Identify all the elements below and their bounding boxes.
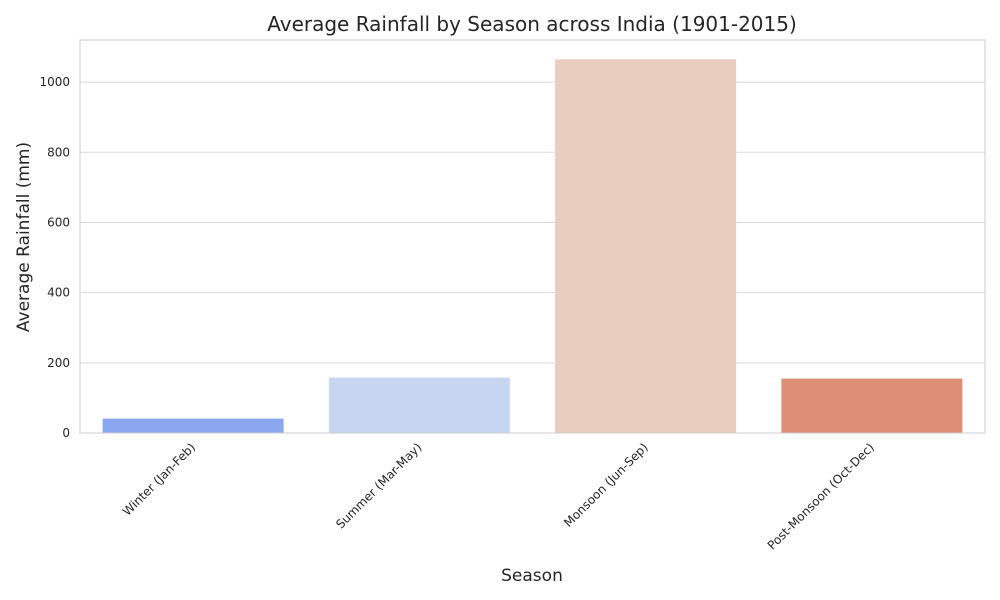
y-axis-label: Average Rainfall (mm) — [14, 142, 34, 332]
x-tick-label: Summer (Mar-May) — [333, 440, 424, 531]
y-tick-label: 400 — [47, 286, 70, 300]
bars — [102, 59, 963, 434]
y-tick-label: 200 — [47, 356, 70, 370]
y-tick-label: 800 — [47, 145, 70, 159]
chart-title: Average Rainfall by Season across India … — [267, 12, 797, 36]
x-tick-label: Post-Monsoon (Oct-Dec) — [765, 440, 877, 552]
bar — [555, 59, 737, 434]
plot-frame — [79, 39, 986, 434]
bar — [328, 377, 510, 433]
x-tick-labels: Winter (Jan-Feb) Summer (Mar-May) Monsoon … — [120, 440, 877, 552]
x-tick-label: Winter (Jan-Feb) — [120, 440, 198, 518]
y-tick-label: 600 — [47, 215, 70, 229]
x-axis-label: Season — [501, 566, 563, 586]
bar — [102, 418, 284, 433]
y-tick-labels: 0 200 400 600 800 1000 — [39, 75, 70, 440]
bar — [781, 378, 963, 433]
y-tick-label: 1000 — [39, 75, 70, 89]
x-tick-label: Monsoon (Jun-Sep) — [561, 440, 651, 530]
plot-background — [80, 40, 985, 433]
y-tick-label: 0 — [62, 426, 70, 440]
